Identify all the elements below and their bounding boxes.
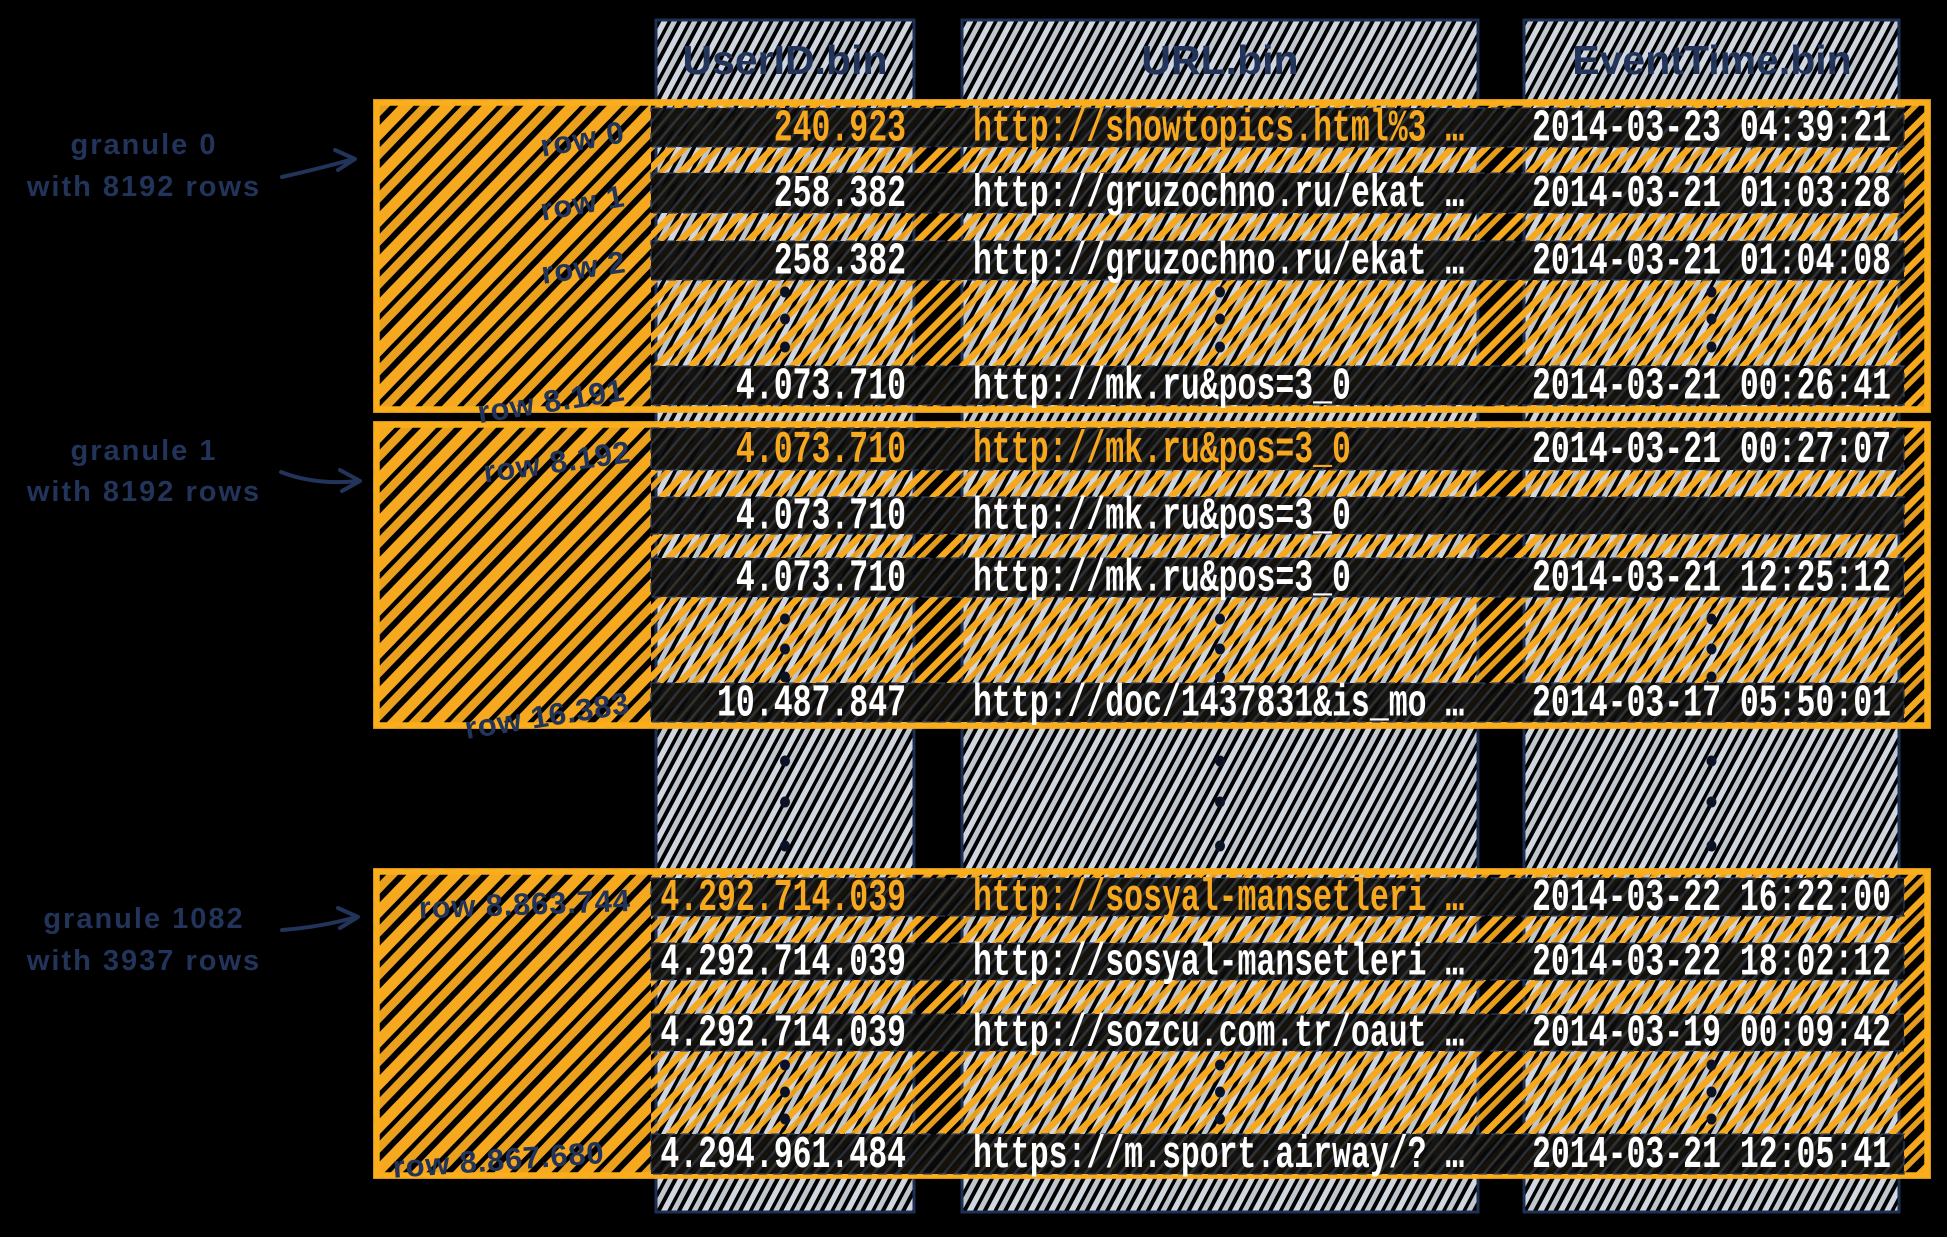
svg-text:2014-03-21 00:26:41: 2014-03-21 00:26:41 [1532,361,1891,412]
svg-text:http://gruzochno.ru/ekat …: http://gruzochno.ru/ekat … [973,169,1464,220]
svg-text:http://mk.ru&pos=3_0: http://mk.ru&pos=3_0 [973,361,1351,412]
svg-text:2014-03-22 18:02:12: 2014-03-22 18:02:12 [1532,937,1891,988]
svg-text:http://mk.ru&pos=3_0: http://mk.ru&pos=3_0 [973,491,1351,542]
svg-text:258.382: 258.382 [774,236,906,287]
svg-text:http://mk.ru&pos=3_0: http://mk.ru&pos=3_0 [973,553,1351,604]
svg-text:with 8192 rows: with 8192 rows [26,171,261,203]
svg-text:4.073.710: 4.073.710 [736,425,906,476]
svg-text:http://gruzochno.ru/ekat …: http://gruzochno.ru/ekat … [973,236,1464,287]
svg-text:258.382: 258.382 [774,169,906,220]
svg-text:http://doc/1437831&is_mo …: http://doc/1437831&is_mo … [973,678,1464,729]
svg-text:2014-03-21 01:04:08: 2014-03-21 01:04:08 [1532,236,1891,287]
svg-text:240.923: 240.923 [774,103,906,154]
svg-text:10.487.847: 10.487.847 [717,678,906,729]
svg-text:2014-03-17 05:50:01: 2014-03-17 05:50:01 [1532,678,1891,729]
svg-text:granule 0: granule 0 [71,129,218,161]
svg-text:EventTime.bin: EventTime.bin [1572,37,1851,83]
svg-text:https://m.sport.airway/? …: https://m.sport.airway/? … [973,1130,1464,1181]
svg-text:URL.bin: URL.bin [1141,37,1298,83]
svg-text:http://sozcu.com.tr/oaut …: http://sozcu.com.tr/oaut … [973,1008,1464,1059]
svg-text:row 8.863.744: row 8.863.744 [418,883,631,925]
svg-text:2014-03-23 04:39:21: 2014-03-23 04:39:21 [1532,103,1891,154]
svg-text:4.292.714.039: 4.292.714.039 [660,873,906,924]
svg-text:4.073.710: 4.073.710 [736,553,906,604]
svg-text:http://showtopics.html%3 …: http://showtopics.html%3 … [973,103,1464,154]
svg-text:2014-03-21 12:05:41: 2014-03-21 12:05:41 [1532,1130,1891,1181]
svg-text:4.292.714.039: 4.292.714.039 [660,937,906,988]
svg-text:2014-03-21 01:03:28: 2014-03-21 01:03:28 [1532,169,1891,220]
svg-text:2014-03-22 16:22:00: 2014-03-22 16:22:00 [1532,873,1891,924]
svg-text:http://sosyal-mansetleri …: http://sosyal-mansetleri … [973,873,1464,924]
svg-text:4.073.710: 4.073.710 [736,361,906,412]
svg-text:2014-03-19 00:09:42: 2014-03-19 00:09:42 [1532,1008,1891,1059]
svg-text:2014-03-21 00:27:07: 2014-03-21 00:27:07 [1532,425,1891,476]
svg-text:2014-03-21 12:25:12: 2014-03-21 12:25:12 [1532,553,1891,604]
svg-text:http://mk.ru&pos=3_0: http://mk.ru&pos=3_0 [973,425,1351,476]
svg-text:granule 1082: granule 1082 [43,903,244,935]
svg-text:4.073.710: 4.073.710 [736,491,906,542]
svg-text:with 8192 rows: with 8192 rows [26,476,261,508]
svg-text:granule 1: granule 1 [71,435,218,467]
svg-text:with 3937 rows: with 3937 rows [26,945,261,977]
svg-text:http://sosyal-mansetleri …: http://sosyal-mansetleri … [973,937,1464,988]
svg-text:4.294.961.484: 4.294.961.484 [660,1130,906,1181]
svg-text:4.292.714.039: 4.292.714.039 [660,1008,906,1059]
svg-text:UserID.bin: UserID.bin [682,37,887,83]
